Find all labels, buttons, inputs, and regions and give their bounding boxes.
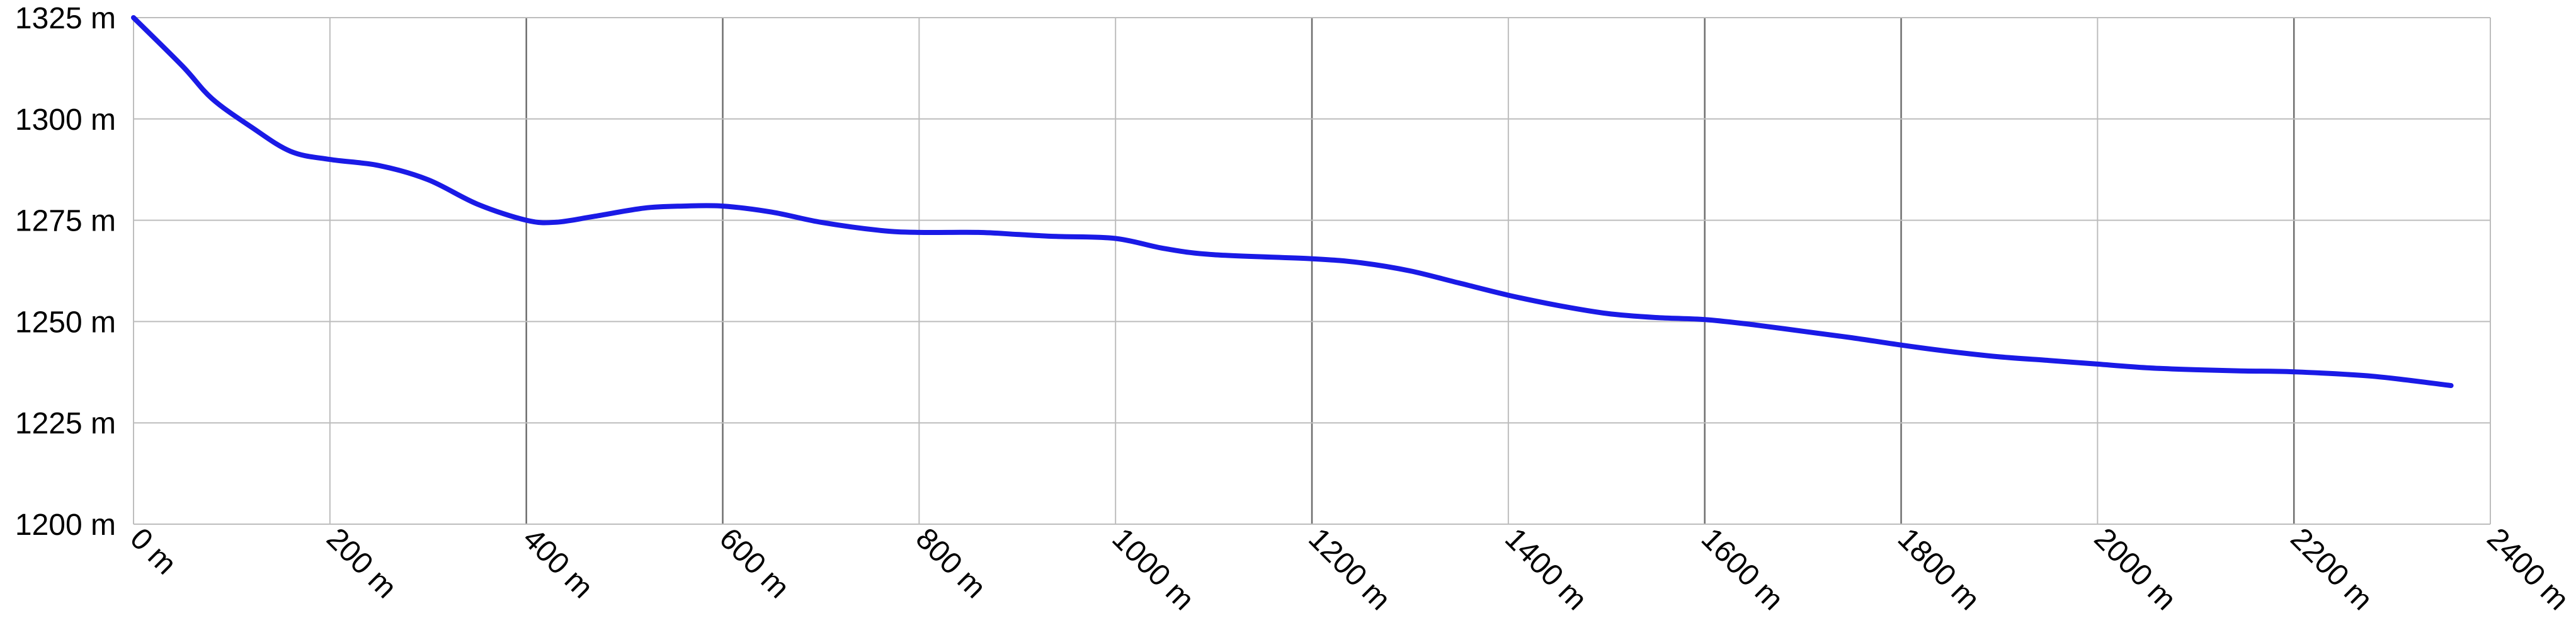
y-tick-label: 1300 m xyxy=(15,103,116,137)
y-axis-tick-labels: 1200 m 1225 m 1250 m 1275 m 1300 m 1325 m xyxy=(15,2,116,542)
x-tick-label: 1400 m xyxy=(1498,522,1593,617)
x-axis-tick-labels: 0 m 200 m 400 m 600 m 800 m 1000 m 1200 m 1400 … xyxy=(123,522,2575,617)
series-layer xyxy=(131,15,2454,388)
x-tick-label: 2400 m xyxy=(2480,522,2575,617)
elevation-line xyxy=(131,15,2454,388)
x-tick-label: 2000 m xyxy=(2088,522,2183,617)
x-tick-label: 400 m xyxy=(516,522,600,605)
vertical-gridlines xyxy=(133,18,2491,524)
y-tick-label: 1275 m xyxy=(15,205,116,238)
x-tick-label: 1200 m xyxy=(1302,522,1397,617)
y-tick-label: 1225 m xyxy=(15,407,116,440)
x-tick-label: 600 m xyxy=(713,522,796,605)
x-tick-label: 1600 m xyxy=(1695,522,1790,617)
x-tick-label: 1800 m xyxy=(1891,522,1986,617)
x-tick-label: 0 m xyxy=(123,522,183,581)
y-tick-label: 1250 m xyxy=(15,306,116,339)
x-tick-label: 800 m xyxy=(909,522,993,605)
x-tick-label: 1000 m xyxy=(1105,522,1200,617)
y-tick-label: 1325 m xyxy=(15,2,116,35)
y-tick-label: 1200 m xyxy=(15,508,116,542)
x-tick-label: 200 m xyxy=(320,522,403,605)
x-tick-label: 2200 m xyxy=(2284,522,2379,617)
